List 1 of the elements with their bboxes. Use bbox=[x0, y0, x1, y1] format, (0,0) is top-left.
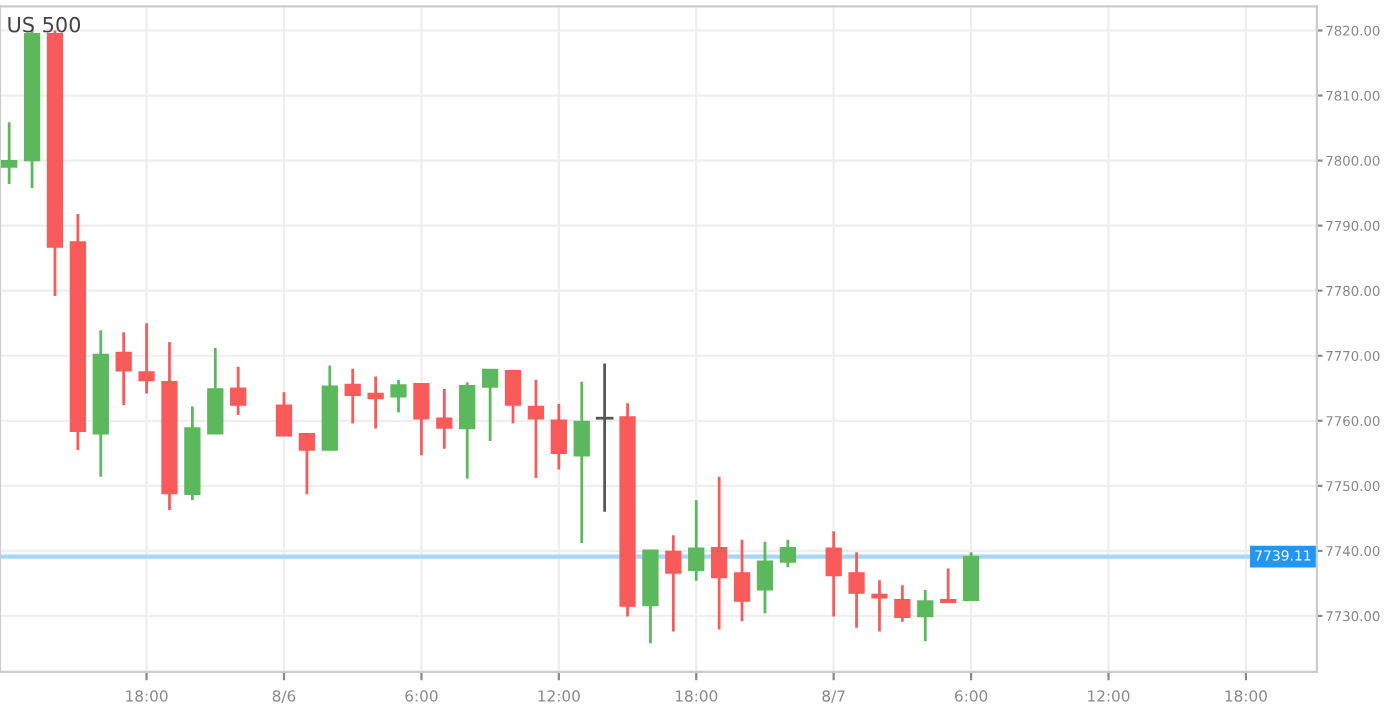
chart-title: US 500 bbox=[8, 16, 81, 33]
